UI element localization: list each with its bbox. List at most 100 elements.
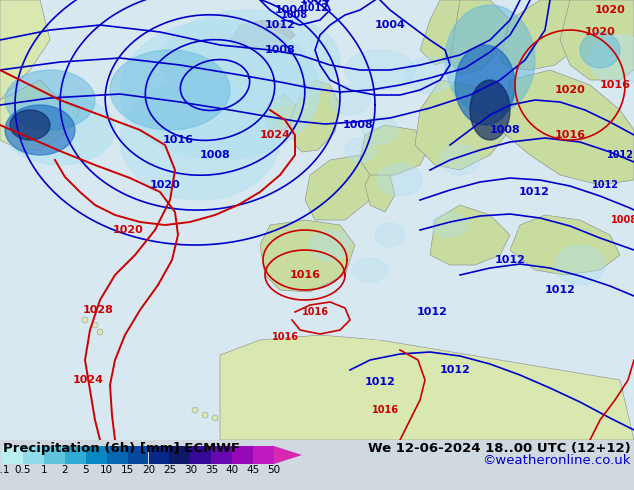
Bar <box>148 446 169 464</box>
Text: 1012: 1012 <box>302 3 328 13</box>
Bar <box>65 446 86 464</box>
Text: 1012: 1012 <box>545 285 576 295</box>
Text: 1008: 1008 <box>200 150 230 160</box>
Bar <box>86 446 107 464</box>
Polygon shape <box>274 446 302 464</box>
Polygon shape <box>310 230 350 260</box>
Bar <box>2 446 23 464</box>
Polygon shape <box>560 0 634 80</box>
Polygon shape <box>510 215 620 275</box>
Polygon shape <box>362 116 398 144</box>
Circle shape <box>212 415 218 421</box>
Polygon shape <box>330 85 370 115</box>
Polygon shape <box>345 50 415 90</box>
Text: 1012: 1012 <box>607 150 633 160</box>
Text: 1: 1 <box>41 465 47 475</box>
Polygon shape <box>290 80 340 152</box>
Polygon shape <box>450 0 510 75</box>
Polygon shape <box>300 292 450 340</box>
Polygon shape <box>352 258 388 282</box>
Polygon shape <box>590 35 634 85</box>
Polygon shape <box>445 5 535 115</box>
Polygon shape <box>305 155 375 220</box>
Polygon shape <box>430 205 510 265</box>
Text: 1016: 1016 <box>302 307 328 317</box>
Text: 1008: 1008 <box>342 120 373 130</box>
Polygon shape <box>360 125 430 175</box>
Bar <box>232 446 253 464</box>
Text: 5: 5 <box>82 465 89 475</box>
Text: 15: 15 <box>121 465 134 475</box>
Polygon shape <box>5 95 115 165</box>
Circle shape <box>97 329 103 335</box>
Text: Precipitation (6h) [mm] ECMWF: Precipitation (6h) [mm] ECMWF <box>3 442 240 455</box>
Polygon shape <box>220 335 634 440</box>
Text: 1004: 1004 <box>375 20 405 30</box>
Text: 1020: 1020 <box>150 180 181 190</box>
Circle shape <box>92 322 98 328</box>
Text: 30: 30 <box>184 465 197 475</box>
Text: 1028: 1028 <box>82 305 113 315</box>
Text: 1012: 1012 <box>264 20 295 30</box>
Polygon shape <box>0 80 80 150</box>
Polygon shape <box>420 0 475 65</box>
Polygon shape <box>260 220 355 292</box>
Text: 1004: 1004 <box>275 5 306 15</box>
Text: 1012: 1012 <box>365 377 396 387</box>
Circle shape <box>202 412 208 418</box>
Polygon shape <box>160 10 340 110</box>
Polygon shape <box>0 0 50 100</box>
Text: 35: 35 <box>205 465 218 475</box>
Text: 1012: 1012 <box>519 187 550 197</box>
Text: 10: 10 <box>100 465 113 475</box>
Polygon shape <box>265 95 295 132</box>
Text: 1020: 1020 <box>113 225 143 235</box>
Polygon shape <box>455 45 515 125</box>
Circle shape <box>82 317 88 323</box>
Text: 50: 50 <box>268 465 281 475</box>
Text: 1016: 1016 <box>271 332 299 342</box>
Bar <box>253 446 274 464</box>
Text: ©weatheronline.co.uk: ©weatheronline.co.uk <box>482 454 631 467</box>
Text: 1012: 1012 <box>439 365 470 375</box>
Text: 1008: 1008 <box>281 10 309 20</box>
Text: 1020: 1020 <box>555 85 585 95</box>
Text: 2: 2 <box>61 465 68 475</box>
Text: 1008: 1008 <box>264 45 295 55</box>
Text: 1012: 1012 <box>592 180 619 190</box>
Circle shape <box>192 407 198 413</box>
Text: 20: 20 <box>142 465 155 475</box>
Text: 1024: 1024 <box>259 130 290 140</box>
Text: 1016: 1016 <box>290 270 321 280</box>
Polygon shape <box>365 165 395 212</box>
Text: 1016: 1016 <box>600 80 630 90</box>
Polygon shape <box>440 145 480 175</box>
Polygon shape <box>555 245 605 285</box>
Polygon shape <box>500 0 590 70</box>
Circle shape <box>222 409 228 415</box>
Polygon shape <box>470 80 510 140</box>
Text: 1008: 1008 <box>489 125 521 135</box>
Text: 1020: 1020 <box>595 5 625 15</box>
Text: 25: 25 <box>163 465 176 475</box>
Bar <box>107 446 127 464</box>
Bar <box>211 446 232 464</box>
Polygon shape <box>500 70 634 185</box>
Polygon shape <box>345 138 375 162</box>
Polygon shape <box>375 223 405 247</box>
Text: 45: 45 <box>247 465 260 475</box>
Text: 1020: 1020 <box>585 27 616 37</box>
Text: 0.5: 0.5 <box>15 465 31 475</box>
Text: 1004: 1004 <box>299 0 330 5</box>
Text: 1016: 1016 <box>555 130 586 140</box>
Polygon shape <box>432 213 468 237</box>
Polygon shape <box>378 164 422 196</box>
Bar <box>169 446 190 464</box>
Polygon shape <box>10 110 50 140</box>
Text: 1016: 1016 <box>372 405 399 415</box>
Bar <box>23 446 44 464</box>
Polygon shape <box>230 20 295 50</box>
Bar <box>127 446 148 464</box>
Polygon shape <box>580 32 620 68</box>
Polygon shape <box>405 57 455 93</box>
